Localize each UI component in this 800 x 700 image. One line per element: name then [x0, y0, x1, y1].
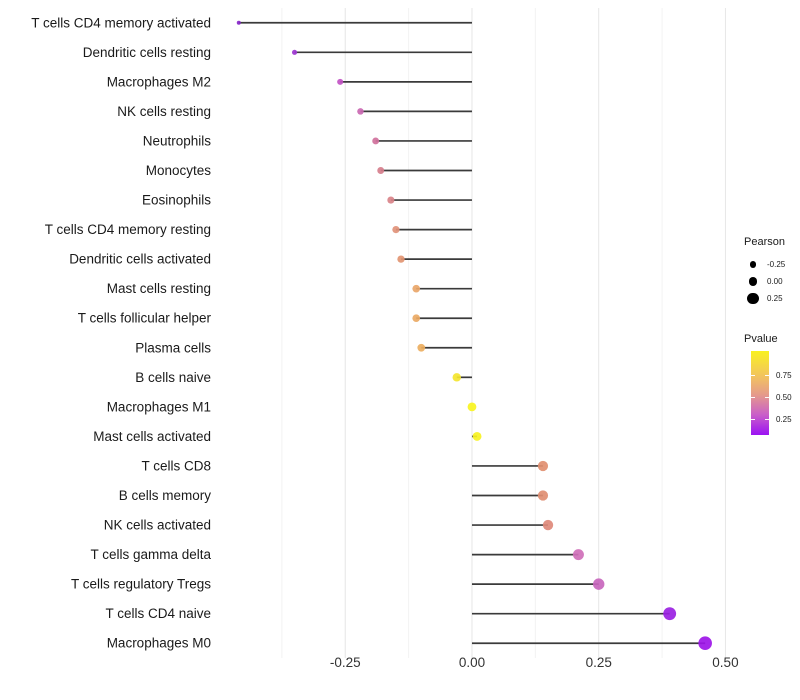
lollipop-point: [377, 167, 385, 174]
x-axis-tick-label: 0.25: [586, 655, 612, 670]
lollipop-point: [593, 578, 605, 590]
lollipop-point: [698, 636, 712, 651]
x-axis-tick-label: 0.50: [712, 655, 738, 670]
colorbar-tick: [765, 375, 769, 376]
category-label: Eosinophils: [142, 193, 211, 208]
lollipop-point: [392, 225, 400, 234]
colorbar-wrap: 0.75 0.50 0.25: [744, 351, 800, 435]
lollipop-point: [337, 78, 344, 85]
lollipop-point: [412, 284, 421, 293]
category-label: T cells follicular helper: [78, 311, 212, 326]
size-legend-dot-icon: [749, 261, 757, 268]
category-label: T cells CD4 naive: [105, 606, 211, 621]
category-label: Mast cells resting: [107, 281, 211, 296]
colorbar-tick: [751, 375, 755, 376]
size-legend-dot-icon: [748, 277, 758, 286]
colorbar-tick-label: 0.75: [776, 371, 792, 380]
lollipop-point: [372, 137, 380, 145]
category-label: B cells naive: [135, 370, 211, 385]
size-legend-entries: -0.25 0.00 0.25: [744, 256, 800, 307]
size-legend-entry: 0.00: [744, 273, 800, 290]
category-label: T cells regulatory Tregs: [71, 577, 211, 592]
category-label: Plasma cells: [135, 340, 211, 355]
category-label: T cells CD8: [141, 458, 211, 473]
category-label: Macrophages M1: [107, 399, 211, 414]
lollipop-point: [452, 373, 462, 382]
category-label: T cells gamma delta: [90, 547, 211, 562]
colorbar-tick: [751, 419, 755, 420]
lollipop-point: [357, 108, 364, 115]
plot-area: -0.25 0.00 0.25 0.50 T cells CD4 memory acti…: [31, 8, 739, 670]
category-label: NK cells resting: [117, 104, 211, 119]
category-label: Dendritic cells resting: [83, 45, 211, 60]
category-label: Mast cells activated: [93, 429, 211, 444]
lollipop-point: [417, 343, 426, 352]
size-legend-entry: 0.25: [744, 290, 800, 307]
colorbar-tick-label: 0.25: [776, 415, 792, 424]
colorbar-tick: [751, 397, 755, 398]
size-legend-dot-cell: [744, 277, 762, 286]
colorbar-tick-label: 0.50: [776, 393, 792, 402]
lollipop-point: [542, 519, 554, 531]
lollipop-point: [412, 314, 421, 323]
category-label: B cells memory: [119, 488, 212, 503]
lollipop-point: [397, 255, 405, 263]
category-label: Dendritic cells activated: [69, 252, 211, 267]
lollipop-point: [537, 460, 549, 472]
lollipop-point: [663, 607, 677, 621]
category-label: NK cells activated: [104, 518, 211, 533]
size-legend-dot-cell: [744, 292, 762, 305]
category-label: Monocytes: [146, 163, 212, 178]
category-label: T cells CD4 memory resting: [45, 222, 211, 237]
size-legend: Pearson -0.25 0.00 0.25: [744, 236, 800, 307]
colorbar-tick: [765, 419, 769, 420]
x-axis-tick-label: -0.25: [330, 655, 361, 670]
color-legend: Pvalue 0.75 0.50 0.25: [744, 333, 800, 435]
lollipop-point: [572, 549, 584, 561]
color-legend-title: Pvalue: [744, 333, 778, 345]
pvalue-colorbar: [751, 351, 769, 435]
size-legend-title: Pearson: [744, 236, 785, 248]
lollipop-point: [291, 49, 298, 55]
size-legend-entry: -0.25: [744, 256, 800, 273]
category-label: Macrophages M0: [107, 636, 211, 651]
size-legend-entry-label: -0.25: [767, 260, 786, 269]
x-axis-tick-label: 0.00: [459, 655, 485, 670]
size-legend-dot-icon: [747, 292, 759, 305]
colorbar-tick: [765, 397, 769, 398]
category-label: T cells CD4 memory activated: [31, 15, 211, 30]
size-legend-entry-label: 0.25: [767, 294, 783, 303]
legend: Pearson -0.25 0.00 0.25 Pvalue 0.75 0.50 0.2…: [744, 236, 800, 435]
lollipop-point: [472, 431, 482, 441]
lollipop-point: [467, 402, 477, 412]
lollipop-point: [537, 490, 549, 501]
size-legend-dot-cell: [744, 261, 762, 268]
category-label: Macrophages M2: [107, 74, 211, 89]
lollipop-point: [387, 196, 395, 204]
lollipop-point: [236, 20, 241, 25]
category-label: Neutrophils: [143, 133, 212, 148]
size-legend-entry-label: 0.00: [767, 277, 783, 286]
